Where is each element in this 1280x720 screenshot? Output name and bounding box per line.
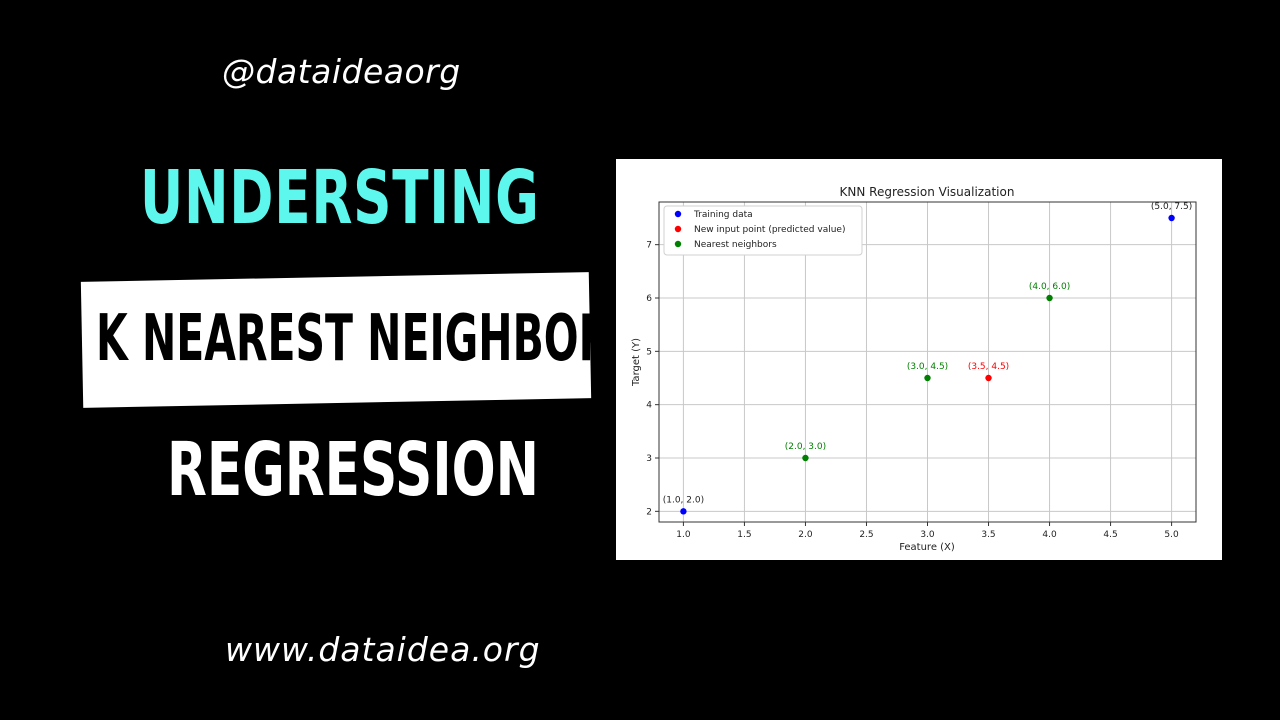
headline-line-3: REGRESSION [167, 427, 540, 513]
legend-entry: New input point (predicted value) [694, 225, 845, 235]
x-axis-label: Feature (X) [899, 542, 955, 553]
y-tick-label: 3 [646, 454, 652, 464]
data-point [680, 508, 687, 515]
legend-box [663, 205, 863, 256]
x-tick-label: 2.0 [798, 530, 813, 540]
x-tick-label: 3.0 [920, 530, 935, 540]
legend-entry: Training data [693, 210, 753, 220]
legend-marker [674, 240, 682, 248]
x-tick-label: 2.5 [859, 530, 873, 540]
data-label: (2.0, 3.0) [785, 442, 826, 452]
x-tick-label: 4.5 [1103, 530, 1117, 540]
data-point [985, 374, 992, 382]
legend-marker [674, 210, 682, 218]
chart-grid [659, 202, 1196, 522]
x-tick-label: 4.0 [1042, 530, 1057, 540]
chart-card: KNN Regression Visualization 1.0 1.5 2.0 2.… [616, 159, 1222, 560]
legend-entry: Nearest neighbors [694, 240, 777, 250]
data-point [802, 454, 809, 462]
chart-title: KNN Regression Visualization [840, 185, 1015, 199]
data-label: (5.0, 7.5) [1151, 202, 1192, 212]
headline-line-1: UNDERSTING [140, 155, 540, 241]
y-tick-label: 2 [646, 507, 652, 517]
data-label: (3.5, 4.5) [968, 362, 1009, 372]
x-tick-label: 3.5 [981, 530, 995, 540]
data-point [1046, 294, 1053, 302]
data-label: (4.0, 6.0) [1029, 282, 1070, 292]
x-tick-label: 1.5 [737, 530, 751, 540]
y-tick-label: 5 [646, 347, 652, 357]
data-label: (3.0, 4.5) [907, 362, 948, 372]
data-label: (1.0, 2.0) [663, 495, 704, 505]
social-handle: @dataideaorg [222, 52, 461, 91]
legend-marker [674, 225, 682, 233]
chart-ticks: 1.0 1.5 2.0 2.5 3.0 3.5 4.0 4.5 5.0 2 3 4 5 6 7 [646, 241, 1179, 540]
website-url: www.dataidea.org [225, 630, 541, 669]
y-tick-label: 7 [646, 241, 652, 251]
y-tick-label: 4 [646, 401, 652, 411]
chart-legend: Training data New input point (predicted … [663, 205, 863, 256]
headline-line-2: K NEAREST NEIGHBORS [96, 302, 640, 376]
chart-points: (1.0, 2.0) (5.0, 7.5) (3.5, 4.5) (2.0, 3.0)… [663, 202, 1192, 515]
data-point [1168, 214, 1175, 222]
x-tick-label: 1.0 [676, 530, 691, 540]
knn-scatter-chart: KNN Regression Visualization 1.0 1.5 2.0 2.… [631, 185, 1197, 553]
y-tick-label: 6 [646, 294, 652, 304]
data-point [924, 374, 931, 382]
x-tick-label: 5.0 [1164, 530, 1179, 540]
y-axis-label: Target (Y) [631, 338, 642, 387]
